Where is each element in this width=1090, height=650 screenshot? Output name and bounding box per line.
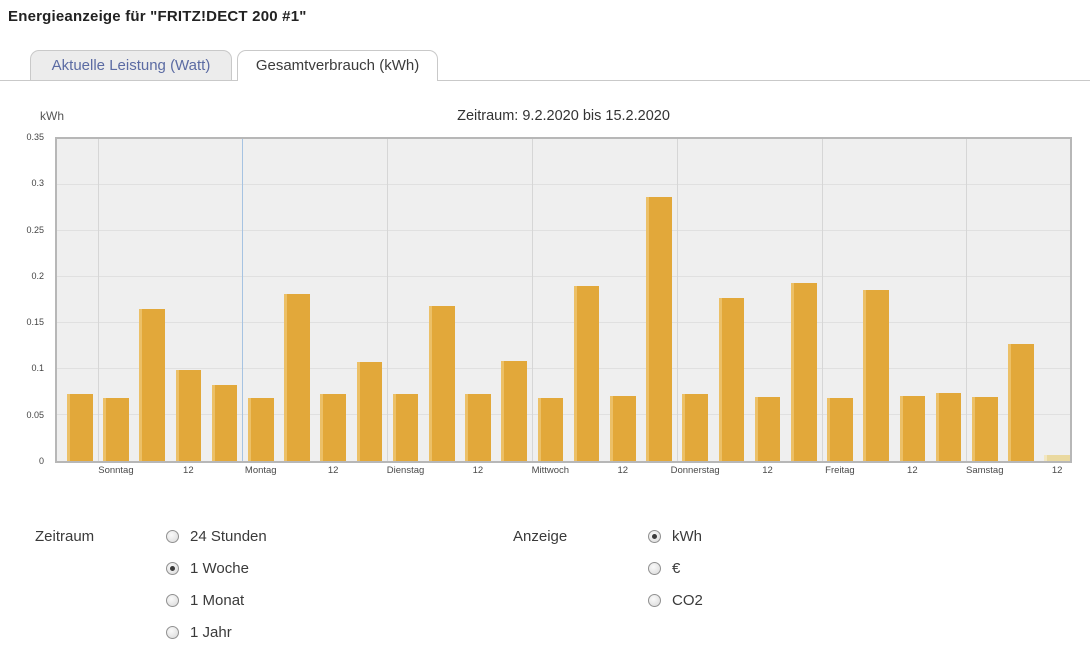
day-boundary-gridline-highlight <box>242 139 244 461</box>
x-tick-label: Donnerstag <box>670 465 720 476</box>
y-tick-label: 0.05 <box>26 409 44 420</box>
bar <box>284 294 310 461</box>
tab-bar: Aktuelle Leistung (Watt) Gesamtverbrauch… <box>0 50 1090 81</box>
day-boundary-gridline <box>532 139 533 461</box>
radio-icon[interactable] <box>648 529 661 543</box>
radio-option-euro[interactable]: € <box>648 552 703 584</box>
x-tick-label: Mittwoch <box>531 465 570 476</box>
x-tick-label: Freitag <box>825 465 855 476</box>
horizontal-gridline <box>57 230 1070 231</box>
plot-area <box>55 137 1072 463</box>
x-tick-label: 12 <box>472 465 484 476</box>
radio-option-1-monat[interactable]: 1 Monat <box>166 584 267 616</box>
x-tick-label: 12 <box>1051 465 1063 476</box>
x-tick-label: Dienstag <box>386 465 425 476</box>
x-tick-label: Montag <box>244 465 277 476</box>
radio-icon[interactable] <box>166 561 179 575</box>
bar <box>392 393 419 461</box>
tab-gesamtverbrauch[interactable]: Gesamtverbrauch (kWh) <box>237 50 438 81</box>
bar <box>791 283 817 461</box>
radio-option-1-jahr[interactable]: 1 Jahr <box>166 616 267 648</box>
bar-incomplete-period <box>1044 454 1070 461</box>
radio-label: € <box>672 559 681 577</box>
x-tick-label: Samstag <box>966 465 1004 476</box>
bar <box>248 398 274 461</box>
y-axis-unit-label: kWh <box>40 109 64 123</box>
zeitraum-radio-group: 24 Stunden 1 Woche 1 Monat 1 Jahr <box>166 520 267 648</box>
bar <box>718 298 745 461</box>
bar <box>1008 344 1034 461</box>
day-boundary-gridline <box>821 139 823 461</box>
bar <box>610 395 636 461</box>
radio-option-24-stunden[interactable]: 24 Stunden <box>166 520 267 552</box>
page-title: Energieanzeige für "FRITZ!DECT 200 #1" <box>8 8 307 25</box>
y-tick-label: 0 <box>38 456 44 466</box>
bar <box>972 396 998 461</box>
bar <box>211 384 238 461</box>
anzeige-group-label: Anzeige <box>513 528 568 545</box>
bar <box>754 396 781 461</box>
horizontal-gridline <box>57 368 1070 369</box>
bar <box>67 393 93 461</box>
bar <box>501 360 527 461</box>
y-tick-label: 0.35 <box>26 132 44 142</box>
radio-icon[interactable] <box>166 625 179 639</box>
radio-icon[interactable] <box>648 561 661 575</box>
y-tick-label: 0.1 <box>31 363 44 374</box>
bar <box>646 196 672 461</box>
bar <box>356 361 383 461</box>
radio-label: 1 Monat <box>190 591 245 609</box>
horizontal-gridline <box>57 414 1070 415</box>
horizontal-gridline <box>57 322 1070 323</box>
y-tick-label: 0.2 <box>31 270 44 281</box>
bar <box>573 286 600 461</box>
y-axis: 0 0.05 0.1 0.15 0.2 0.25 0.3 0.35 <box>0 132 50 466</box>
bar <box>537 398 564 461</box>
tab-bar-divider <box>0 80 1090 81</box>
radio-option-co2[interactable]: CO2 <box>648 584 703 616</box>
y-tick-label: 0.3 <box>31 178 44 189</box>
horizontal-gridline <box>57 184 1070 185</box>
bar <box>103 398 129 461</box>
x-tick-label: 12 <box>183 465 194 476</box>
day-boundary-gridline <box>966 139 968 461</box>
radio-icon[interactable] <box>648 593 661 607</box>
zeitraum-group-label: Zeitraum <box>35 528 95 545</box>
radio-label: kWh <box>672 527 702 545</box>
radio-icon[interactable] <box>166 593 179 607</box>
bar <box>139 309 165 461</box>
x-tick-label: 12 <box>762 465 773 476</box>
bar <box>827 398 853 461</box>
x-tick-label: 12 <box>327 465 339 476</box>
bar <box>320 393 346 461</box>
anzeige-radio-group: kWh € CO2 <box>648 520 703 616</box>
bar <box>465 393 491 461</box>
x-tick-label: Sonntag <box>98 465 134 476</box>
x-tick-label: 12 <box>907 465 918 476</box>
day-boundary-gridline <box>387 139 389 461</box>
radio-label: 24 Stunden <box>190 527 267 545</box>
radio-option-1-woche[interactable]: 1 Woche <box>166 552 267 584</box>
bar <box>682 393 708 461</box>
radio-label: 1 Jahr <box>190 623 232 641</box>
y-tick-label: 0.25 <box>26 224 44 235</box>
tab-aktuelle-leistung[interactable]: Aktuelle Leistung (Watt) <box>30 50 232 80</box>
bar <box>935 392 962 461</box>
radio-icon[interactable] <box>166 529 179 543</box>
chart-title: Zeitraum: 9.2.2020 bis 15.2.2020 <box>457 108 670 124</box>
y-tick-label: 0.15 <box>26 317 44 328</box>
x-tick-label: 12 <box>617 465 629 476</box>
day-boundary-gridline <box>676 139 678 461</box>
x-axis: Sonntag 12 Montag 12 Dienstag 12 Mittwoch 12 Don… <box>57 465 1072 479</box>
radio-label: CO2 <box>672 591 703 609</box>
bar <box>175 369 202 461</box>
bar <box>429 305 455 461</box>
horizontal-gridline <box>57 276 1070 277</box>
bar <box>863 289 889 461</box>
radio-label: 1 Woche <box>190 559 249 577</box>
bar <box>899 395 926 461</box>
radio-option-kwh[interactable]: kWh <box>648 520 703 552</box>
day-boundary-gridline <box>97 139 99 461</box>
